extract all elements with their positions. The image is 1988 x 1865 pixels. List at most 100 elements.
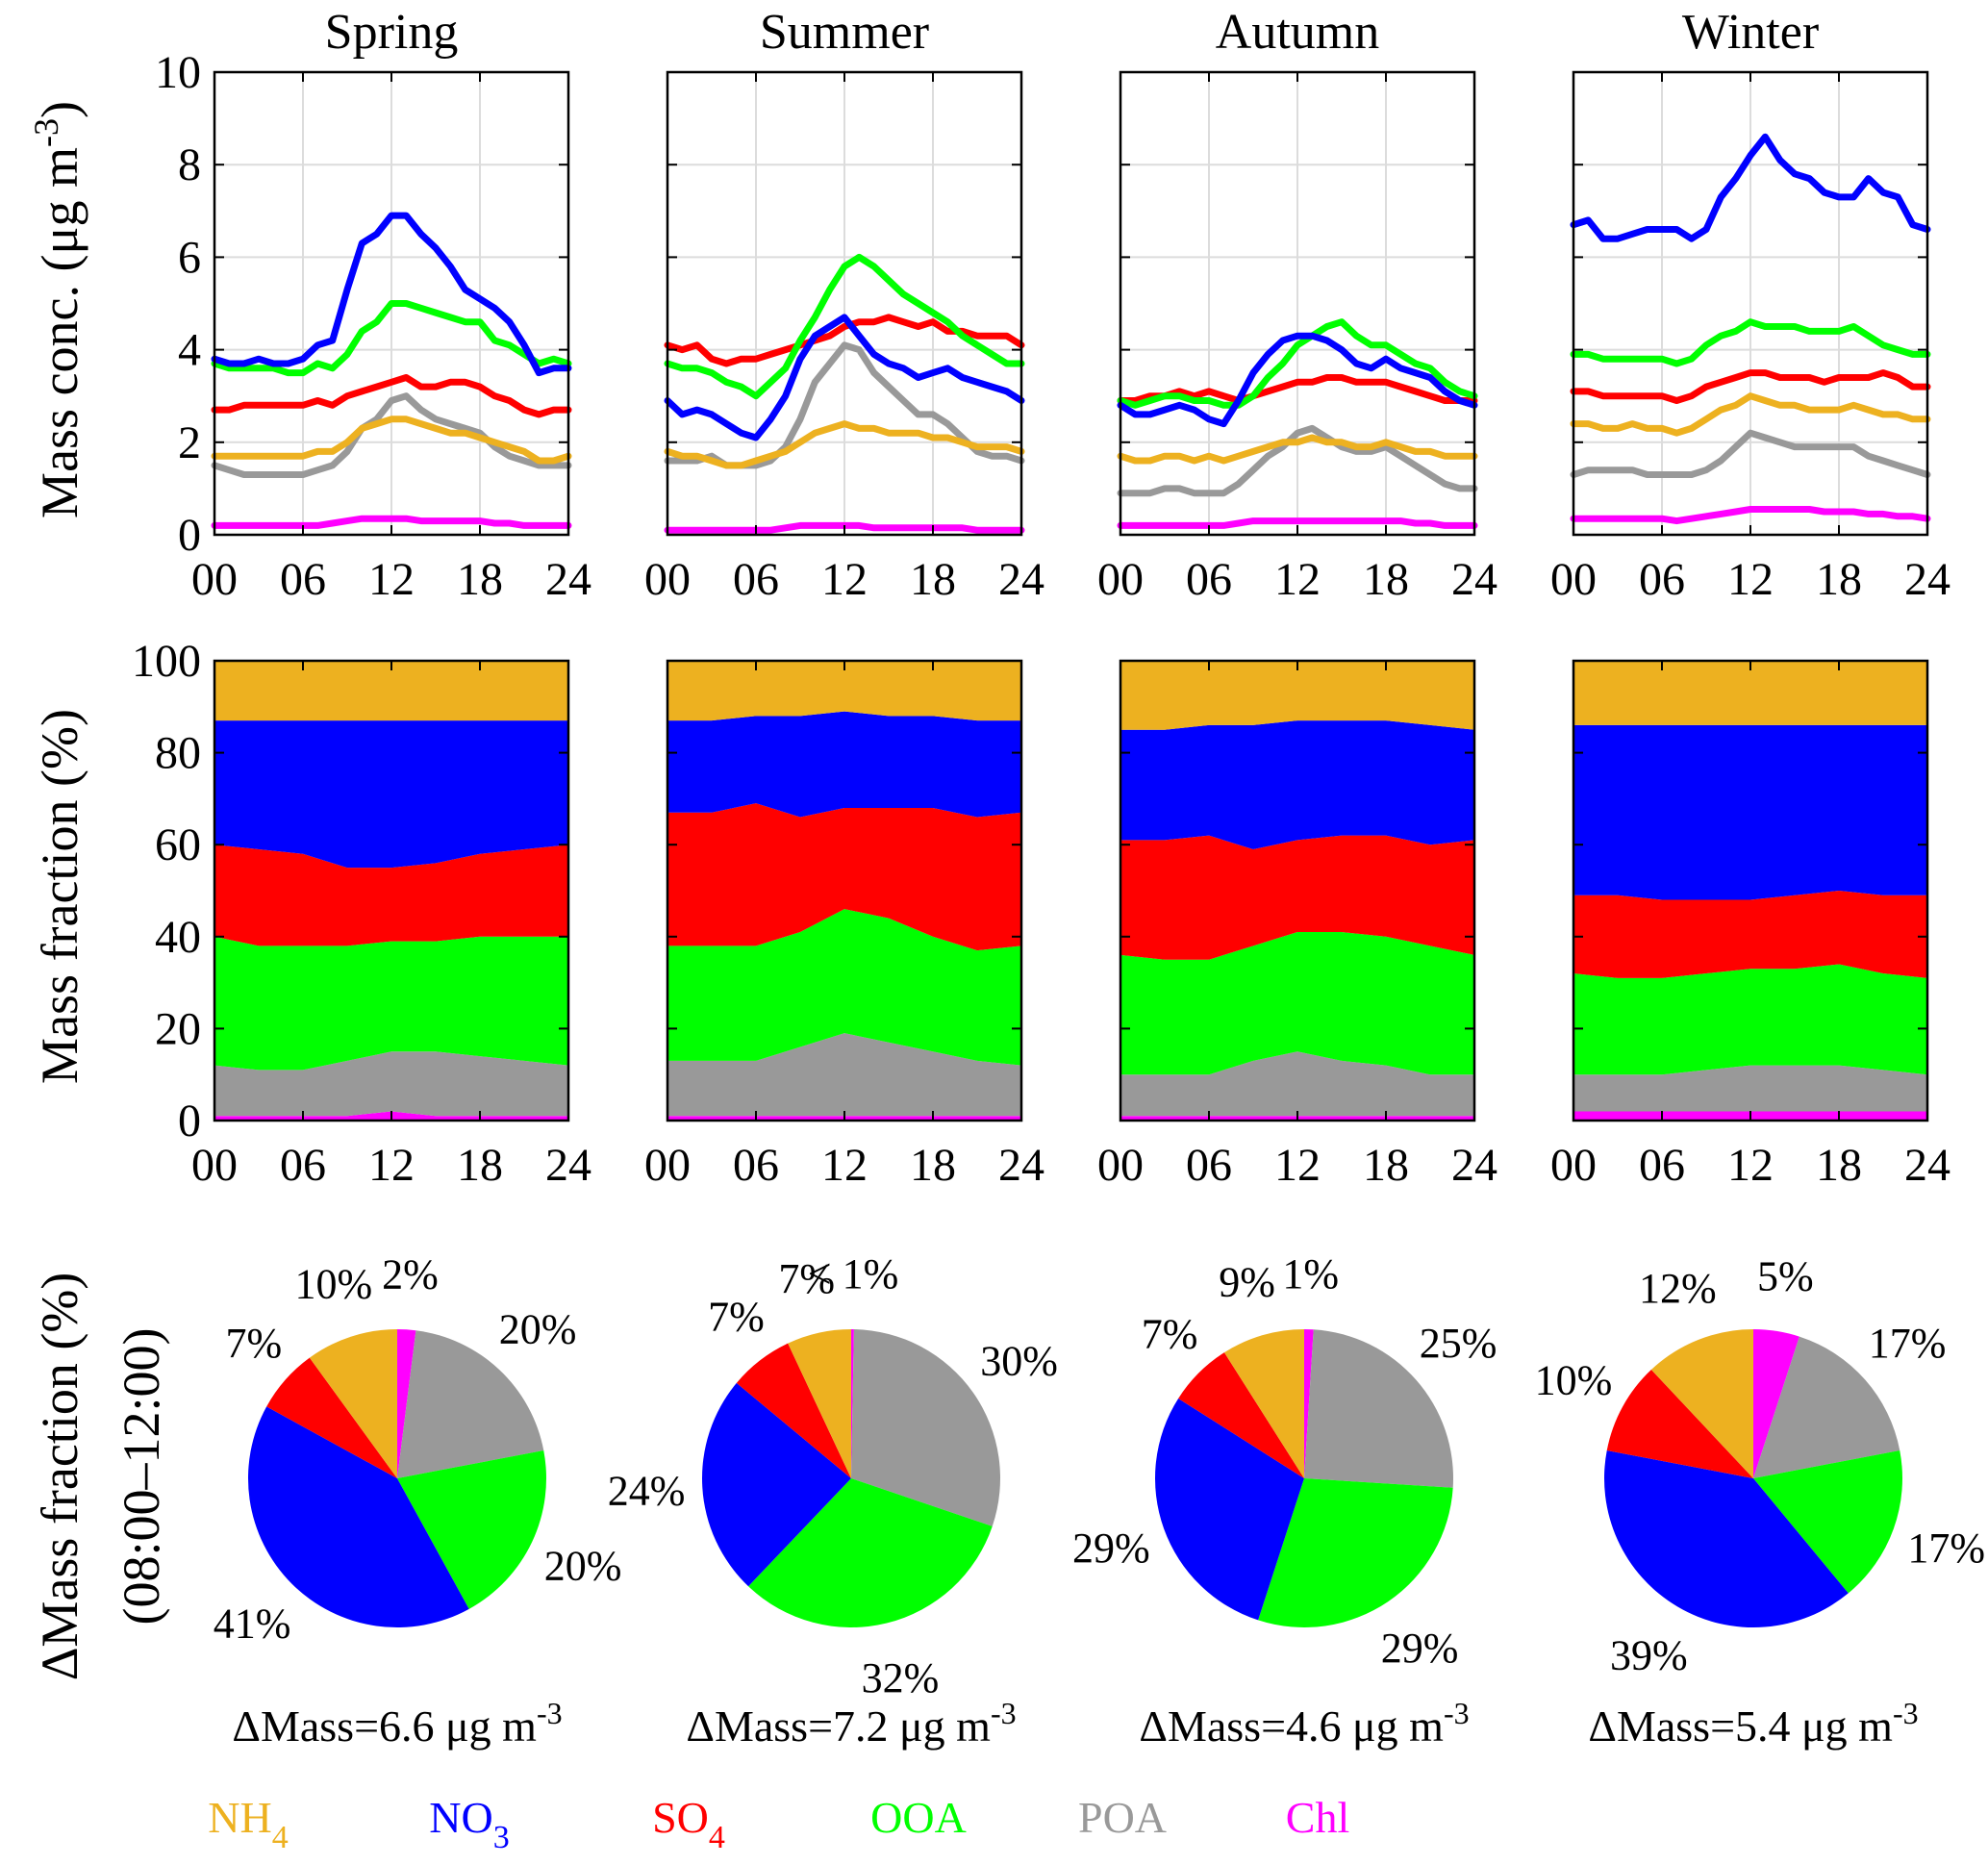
season-titles: Spring Summer Autumn Winter xyxy=(325,5,1819,60)
area-band-poa-spring xyxy=(214,1051,568,1117)
pie-slice-nh4-winter xyxy=(1650,1329,1753,1478)
area-band-no3-summer xyxy=(667,711,1021,818)
delta-mass-winter: ΔMass=5.4 μg m-3 xyxy=(1588,1696,1918,1751)
series-line-chl-autumn xyxy=(1117,517,1478,529)
line-panel-summer: 00 06 12 18 24 xyxy=(644,70,1044,605)
area-autumn-xtick-label: 24 xyxy=(1451,1140,1497,1191)
frac-ylabel: Mass fraction (%) xyxy=(31,709,88,1084)
pie-slice-ooa-summer xyxy=(748,1478,993,1627)
area-band-ooa-summer xyxy=(667,909,1021,1066)
area-band-so4-autumn xyxy=(1120,835,1474,960)
series-line-no3-spring xyxy=(211,212,572,377)
pie-slice-so4-spring xyxy=(266,1357,397,1478)
line-summer-xtick-label: 00 xyxy=(644,554,691,605)
pie-slice-chl-winter xyxy=(1753,1329,1799,1478)
area-band-so4-summer xyxy=(667,803,1021,951)
series-line-nh4-autumn xyxy=(1117,434,1478,465)
pie-label-nh4-winter: 12% xyxy=(1639,1265,1717,1312)
line-spring-xtick-label: 18 xyxy=(457,554,503,605)
series-line-chl-winter xyxy=(1570,506,1931,525)
area-autumn-xtick-label: 00 xyxy=(1097,1140,1144,1191)
area-summer-xtick-label: 06 xyxy=(733,1140,779,1191)
area-band-nh4-spring xyxy=(214,661,568,721)
pie-slice-so4-autumn xyxy=(1178,1352,1304,1478)
area-autumn-xtick-label: 06 xyxy=(1186,1140,1232,1191)
pie-label-so4-autumn: 7% xyxy=(1142,1310,1198,1357)
season-title-spring: Spring xyxy=(325,5,459,60)
pie-label-no3-autumn: 29% xyxy=(1072,1525,1150,1572)
area-band-nh4-summer xyxy=(667,661,1021,721)
pie-slice-ooa-winter xyxy=(1753,1449,1902,1594)
series-line-poa-autumn xyxy=(1117,424,1478,497)
pie-summer: < 1% 30% 32% 24% 7% 7% ΔMass=7.2 μg m-3 xyxy=(608,1250,1058,1751)
line-autumn-xtick-label: 24 xyxy=(1451,554,1497,605)
delta-mass-pie-panels: 2% 20% 20% 41% 7% 10% ΔMass=6.6 μg m-3 < 1% 30% 3… xyxy=(214,1250,1985,1751)
area-spring-xtick-label: 00 xyxy=(191,1140,238,1191)
series-line-ooa-summer xyxy=(664,253,1025,400)
area-summer-xtick-label: 24 xyxy=(998,1140,1044,1191)
delta-mass-spring: ΔMass=6.6 μg m-3 xyxy=(232,1696,562,1751)
delta-mass-autumn: ΔMass=4.6 μg m-3 xyxy=(1139,1696,1469,1751)
legend-entry-no3: NO3 xyxy=(429,1793,509,1855)
pie-slice-chl-autumn xyxy=(1304,1329,1314,1478)
season-title-winter: Winter xyxy=(1682,5,1819,60)
pie-label-ooa-spring: 20% xyxy=(544,1543,622,1590)
area-autumn-xtick-label: 18 xyxy=(1363,1140,1409,1191)
series-line-nh4-winter xyxy=(1570,392,1931,437)
line-summer-xtick-label: 12 xyxy=(821,554,868,605)
line-winter-xtick-label: 24 xyxy=(1904,554,1950,605)
pie-slice-so4-summer xyxy=(736,1343,851,1478)
area-summer-xtick-label: 18 xyxy=(910,1140,956,1191)
area-winter-xtick-label: 00 xyxy=(1550,1140,1597,1191)
pie-slice-poa-autumn xyxy=(1304,1329,1453,1488)
line-spring-ytick-label: 0 xyxy=(178,510,201,561)
pie-label-nh4-autumn: 9% xyxy=(1219,1259,1275,1306)
area-band-no3-spring xyxy=(214,720,568,869)
fraction-area-panels: 00 06 12 18 24 0 20 40 60 80 100 00 06 12 18 24 00 06 12 18… xyxy=(132,636,1950,1191)
line-spring-ytick-label: 6 xyxy=(178,232,201,283)
line-spring-xtick-label: 12 xyxy=(368,554,415,605)
pie-slice-no3-summer xyxy=(702,1382,851,1587)
line-spring-ytick-label: 4 xyxy=(178,325,201,376)
pie-label-chl-spring: 2% xyxy=(382,1250,439,1298)
area-spring-ytick-label: 80 xyxy=(155,728,201,779)
area-band-no3-winter xyxy=(1573,724,1927,900)
area-band-nh4-autumn xyxy=(1120,661,1474,730)
pie-label-no3-spring: 41% xyxy=(214,1600,291,1648)
pie-slice-ooa-spring xyxy=(397,1449,546,1609)
line-autumn-xtick-label: 12 xyxy=(1274,554,1321,605)
series-line-chl-spring xyxy=(211,515,572,529)
legend-entry-nh4: NH4 xyxy=(208,1793,288,1855)
line-summer-xtick-label: 06 xyxy=(733,554,779,605)
series-line-no3-winter xyxy=(1570,133,1931,242)
series-line-ooa-autumn xyxy=(1117,318,1478,409)
area-band-so4-spring xyxy=(214,844,568,946)
area-summer-xtick-label: 12 xyxy=(821,1140,868,1191)
pie-label-poa-autumn: 25% xyxy=(1420,1320,1497,1367)
series-line-nh4-summer xyxy=(664,420,1025,469)
series-line-ooa-winter xyxy=(1570,318,1931,367)
legend-entry-ooa: OOA xyxy=(870,1793,967,1842)
series-line-so4-autumn xyxy=(1117,374,1478,404)
area-band-poa-autumn xyxy=(1120,1051,1474,1117)
pie-slice-poa-summer xyxy=(851,1329,1000,1526)
pie-slice-nh4-autumn xyxy=(1223,1329,1304,1478)
conc-ylabel: Mass conc. (μg m-3) xyxy=(27,101,88,518)
series-line-so4-spring xyxy=(211,374,572,418)
pie-label-so4-winter: 10% xyxy=(1535,1356,1613,1403)
area-spring-xtick-label: 06 xyxy=(280,1140,326,1191)
pie-label-nh4-summer: 7% xyxy=(778,1255,835,1302)
area-spring-ytick-label: 0 xyxy=(178,1096,201,1147)
season-title-autumn: Autumn xyxy=(1216,5,1379,60)
area-spring-xtick-label: 12 xyxy=(368,1140,415,1191)
pie-label-so4-spring: 7% xyxy=(226,1320,283,1367)
area-summer-xtick-label: 00 xyxy=(644,1140,691,1191)
line-spring-xtick-label: 00 xyxy=(191,554,238,605)
pie-winter: 5% 17% 17% 39% 10% 12% ΔMass=5.4 μg m-3 xyxy=(1535,1253,1985,1751)
area-spring-xtick-label: 24 xyxy=(545,1140,591,1191)
delta-mass-summer: ΔMass=7.2 μg m-3 xyxy=(686,1696,1016,1751)
pie-label-chl-autumn: 1% xyxy=(1282,1250,1339,1298)
pie-label-chl-winter: 5% xyxy=(1757,1253,1814,1300)
